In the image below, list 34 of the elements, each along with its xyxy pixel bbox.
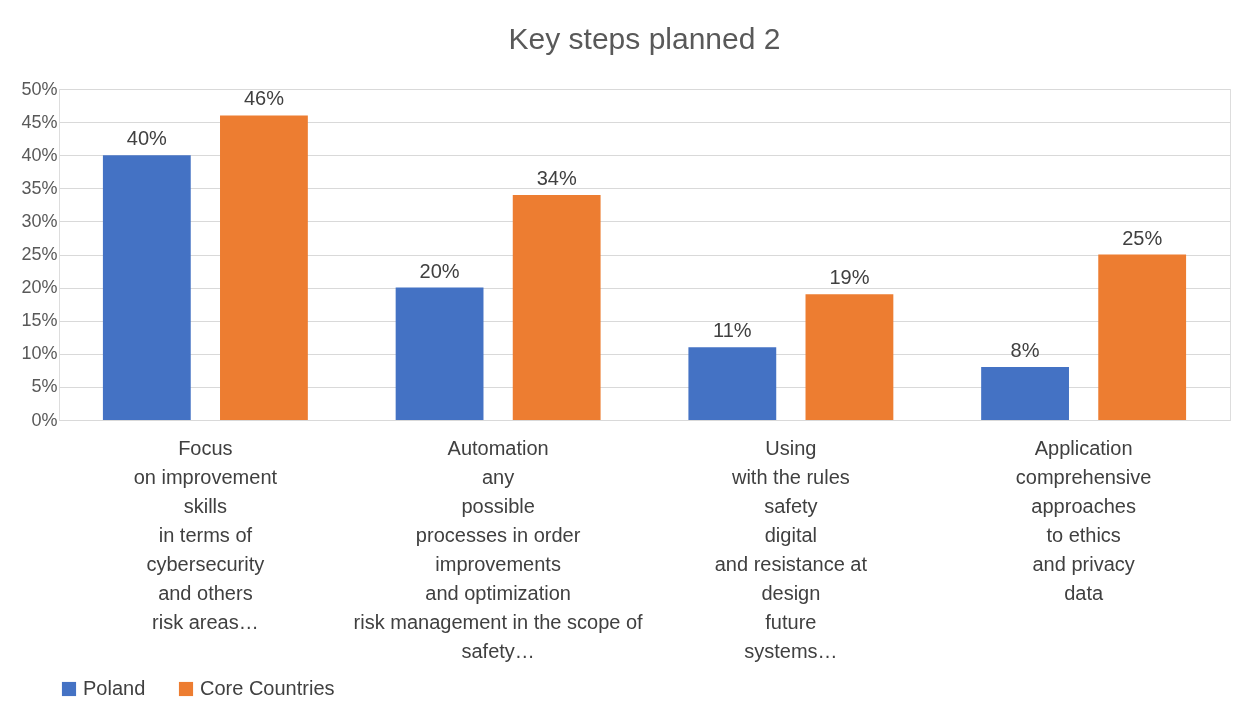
- data-label: 25%: [1122, 226, 1163, 249]
- legend-label: Poland: [83, 677, 146, 699]
- y-tick-label: 10%: [21, 343, 58, 364]
- x-tick-label: Using with the rules safety digital and resistance at design future systems…: [714, 436, 868, 662]
- bar: [805, 294, 894, 420]
- data-label: 8%: [1010, 339, 1040, 362]
- bar: [220, 115, 308, 420]
- y-tick-label: 25%: [21, 244, 58, 264]
- data-label: 40%: [126, 127, 168, 150]
- y-tick-label: 40%: [21, 144, 58, 165]
- bar: [1098, 254, 1187, 420]
- bar: [512, 194, 601, 420]
- bar: [395, 287, 484, 420]
- y-tick-label: 35%: [21, 177, 58, 198]
- bar: [102, 155, 191, 420]
- y-tick-label: 0%: [31, 409, 58, 430]
- y-tick-label: 45%: [21, 111, 58, 132]
- bar: [981, 367, 1069, 420]
- chart-title: Key steps planned 2: [508, 22, 781, 55]
- x-tick-label: Application comprehensive approaches to ethics and privacy data: [1015, 436, 1152, 604]
- y-tick-label: 20%: [21, 277, 58, 298]
- data-label: 19%: [829, 266, 870, 289]
- y-tick-label: 50%: [21, 78, 58, 99]
- x-tick-label: Automation any possible processes in order improvements and optimization risk management in the scope of safety…: [353, 436, 644, 662]
- data-label: 20%: [419, 259, 460, 282]
- data-label: 46%: [243, 87, 285, 110]
- y-tick-label: 5%: [31, 376, 58, 397]
- data-label: 34%: [536, 166, 577, 189]
- bar: [688, 347, 777, 420]
- x-tick-label: Focus on improvement skills in terms of cybersecurity and others risk areas…: [133, 436, 278, 633]
- y-tick-label: 15%: [21, 310, 58, 331]
- data-label: 11%: [713, 319, 752, 342]
- y-tick-label: 30%: [21, 210, 58, 231]
- legend-label: Core Countries: [200, 677, 335, 699]
